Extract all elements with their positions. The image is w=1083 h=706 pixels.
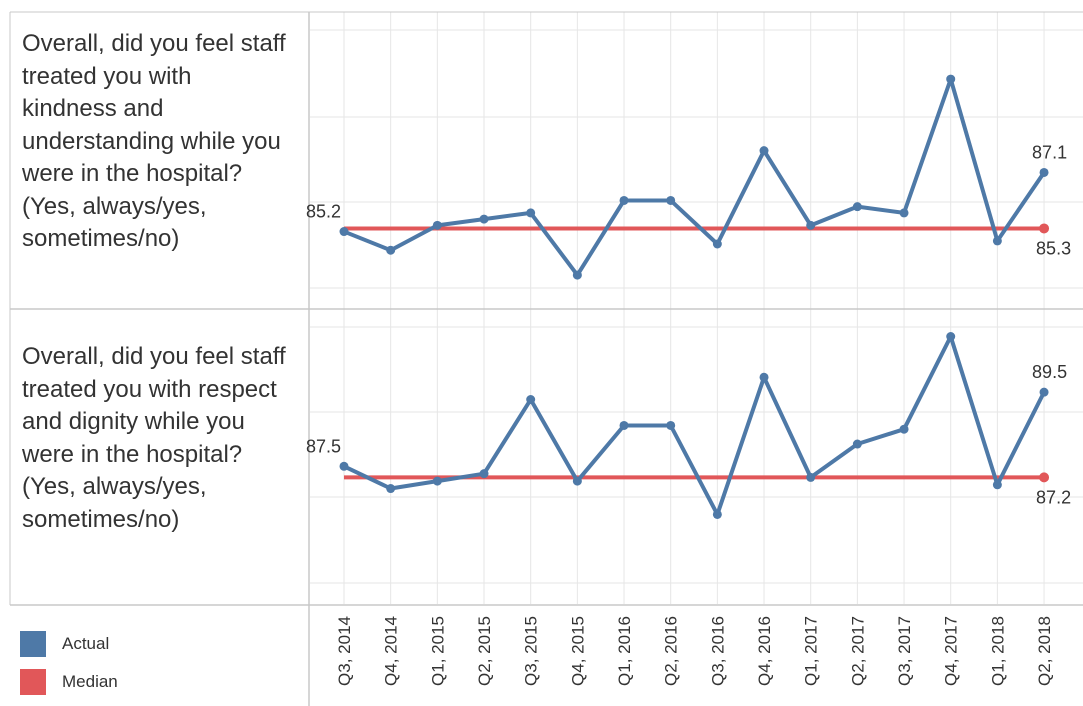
x-tick-label: Q3, 2016 — [708, 616, 727, 686]
label-first-actual: 85.2 — [306, 202, 341, 222]
median-end-point[interactable] — [1039, 472, 1049, 482]
legend-swatch-actual — [20, 631, 46, 657]
actual-point[interactable] — [713, 510, 722, 519]
actual-point[interactable] — [946, 332, 955, 341]
actual-point[interactable] — [760, 146, 769, 155]
actual-point[interactable] — [853, 202, 862, 211]
x-tick-label: Q4, 2014 — [382, 616, 401, 686]
actual-point[interactable] — [900, 425, 909, 434]
x-tick-label: Q1, 2015 — [428, 616, 447, 686]
panel-respect: 87.5 89.5 87.2 — [306, 332, 1071, 519]
actual-point[interactable] — [620, 196, 629, 205]
actual-point[interactable] — [900, 208, 909, 217]
actual-point[interactable] — [853, 440, 862, 449]
legend-item-median[interactable]: Median — [20, 668, 118, 696]
label-last-actual: 87.1 — [1032, 142, 1067, 162]
label-last-actual: 89.5 — [1032, 362, 1067, 382]
actual-point[interactable] — [573, 271, 582, 280]
x-tick-label: Q4, 2015 — [568, 616, 587, 686]
actual-point[interactable] — [620, 421, 629, 430]
x-tick-label: Q2, 2017 — [848, 616, 867, 686]
actual-line — [344, 337, 1044, 515]
x-tick-label: Q1, 2016 — [615, 616, 634, 686]
actual-point[interactable] — [340, 227, 349, 236]
x-tick-label: Q3, 2014 — [335, 616, 354, 686]
actual-point[interactable] — [433, 477, 442, 486]
label-last-median: 87.2 — [1036, 487, 1071, 507]
x-tick-label: Q3, 2017 — [895, 616, 914, 686]
actual-point[interactable] — [993, 480, 1002, 489]
actual-point[interactable] — [480, 469, 489, 478]
actual-line — [344, 79, 1044, 275]
actual-point[interactable] — [713, 240, 722, 249]
actual-point[interactable] — [386, 246, 395, 255]
actual-point[interactable] — [806, 473, 815, 482]
actual-point[interactable] — [1040, 168, 1049, 177]
actual-point[interactable] — [480, 215, 489, 224]
x-tick-label: Q2, 2015 — [475, 616, 494, 686]
median-end-point[interactable] — [1039, 223, 1049, 233]
legend-label-median: Median — [62, 672, 118, 692]
x-tick-label: Q2, 2018 — [1035, 616, 1054, 686]
actual-point[interactable] — [526, 395, 535, 404]
x-tick-label: Q3, 2015 — [522, 616, 541, 686]
actual-point[interactable] — [433, 221, 442, 230]
actual-point[interactable] — [340, 462, 349, 471]
legend-item-actual[interactable]: Actual — [20, 630, 109, 658]
actual-point[interactable] — [1040, 388, 1049, 397]
actual-point[interactable] — [993, 236, 1002, 245]
actual-point[interactable] — [526, 208, 535, 217]
legend-label-actual: Actual — [62, 634, 109, 654]
label-first-actual: 87.5 — [306, 436, 341, 456]
actual-point[interactable] — [760, 373, 769, 382]
row-label-kindness: Overall, did you feel staff treated you … — [22, 28, 292, 256]
panel-kindness: 85.2 87.1 85.3 — [306, 75, 1071, 280]
x-tick-label: Q1, 2018 — [988, 616, 1007, 686]
actual-point[interactable] — [666, 421, 675, 430]
x-tick-label: Q4, 2016 — [755, 616, 774, 686]
x-tick-label: Q1, 2017 — [802, 616, 821, 686]
grid-layer — [310, 12, 1083, 604]
actual-point[interactable] — [666, 196, 675, 205]
x-axis: Q3, 2014 Q4, 2014 Q1, 2015 Q2, 2015 Q3, 2015… — [335, 616, 1054, 686]
actual-point[interactable] — [386, 484, 395, 493]
legend-swatch-median — [20, 669, 46, 695]
row-label-respect: Overall, did you feel staff treated you … — [22, 341, 292, 536]
actual-point[interactable] — [573, 477, 582, 486]
label-last-median: 85.3 — [1036, 238, 1071, 258]
x-tick-label: Q2, 2016 — [662, 616, 681, 686]
x-tick-label: Q4, 2017 — [942, 616, 961, 686]
actual-point[interactable] — [946, 75, 955, 84]
actual-point[interactable] — [806, 221, 815, 230]
